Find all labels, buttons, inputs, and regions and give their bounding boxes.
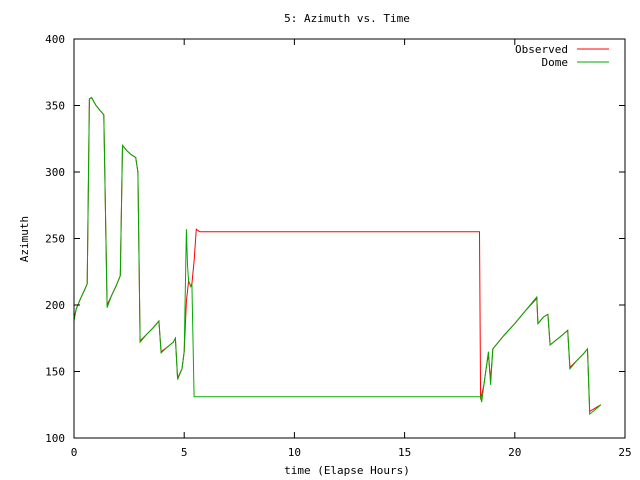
y-tick-label: 350 xyxy=(45,100,65,113)
series-line-dome xyxy=(73,96,602,416)
y-axis-label: Azimuth xyxy=(18,216,31,262)
y-tick-label: 250 xyxy=(45,233,65,246)
x-tick-label: 15 xyxy=(398,446,411,459)
x-tick-label: 10 xyxy=(288,446,301,459)
legend-label: Observed xyxy=(515,43,568,56)
y-tick-label: 400 xyxy=(45,33,65,46)
x-tick-label: 0 xyxy=(71,446,78,459)
y-tick-label: 150 xyxy=(45,366,65,379)
plot-frame xyxy=(73,38,626,439)
legend-label: Dome xyxy=(542,56,569,69)
y-tick-label: 100 xyxy=(45,432,65,445)
x-axis-label: time (Elapse Hours) xyxy=(284,464,410,477)
y-tick-label: 300 xyxy=(45,166,65,179)
x-tick-label: 25 xyxy=(618,446,631,459)
y-tick-label: 200 xyxy=(45,299,65,312)
x-tick-label: 5 xyxy=(181,446,188,459)
series-layer xyxy=(73,96,602,416)
x-tick-label: 20 xyxy=(508,446,521,459)
chart-title: 5: Azimuth vs. Time xyxy=(284,12,410,25)
